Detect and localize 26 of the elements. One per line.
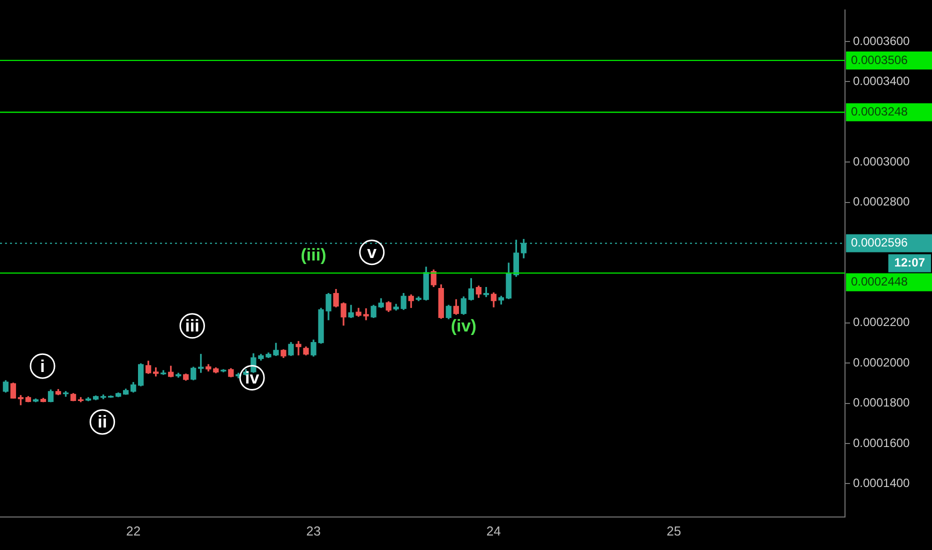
y-tick-label: 0.0002800 <box>853 194 910 209</box>
y-tick-label: 0.0001600 <box>853 436 910 450</box>
y-tick-label: 0.0002200 <box>853 315 910 330</box>
y-tick-label: 0.0001400 <box>853 476 910 490</box>
ref-line-label: 0.0003248 <box>851 104 908 119</box>
annotation: i <box>40 356 45 376</box>
y-tick-label: 0.0003600 <box>853 34 910 48</box>
annotation: (iii) <box>300 245 326 264</box>
annotation: iv <box>244 368 260 388</box>
y-tick-label: 0.0001800 <box>853 396 910 410</box>
annotation: ii <box>98 412 108 432</box>
annotation: v <box>367 243 378 262</box>
annotation: (iv) <box>450 316 476 336</box>
y-tick-label: 0.0003000 <box>853 154 910 168</box>
x-tick-label: 24 <box>486 523 501 538</box>
y-tick-label: 0.0003400 <box>853 74 910 88</box>
text: 12:07 <box>894 256 926 270</box>
x-tick-label: 25 <box>666 523 682 538</box>
x-tick-label: 23 <box>306 523 321 538</box>
ref-line-label: 0.0003506 <box>851 52 908 67</box>
annotation: iii <box>185 316 200 336</box>
y-tick-label: 0.0002000 <box>853 355 910 370</box>
candlestick <box>296 341 302 356</box>
ref-line-label: 0.0002448 <box>851 274 908 289</box>
x-tick-label: 22 <box>126 523 141 538</box>
ref-line-label: 0.0002596 <box>851 236 908 250</box>
